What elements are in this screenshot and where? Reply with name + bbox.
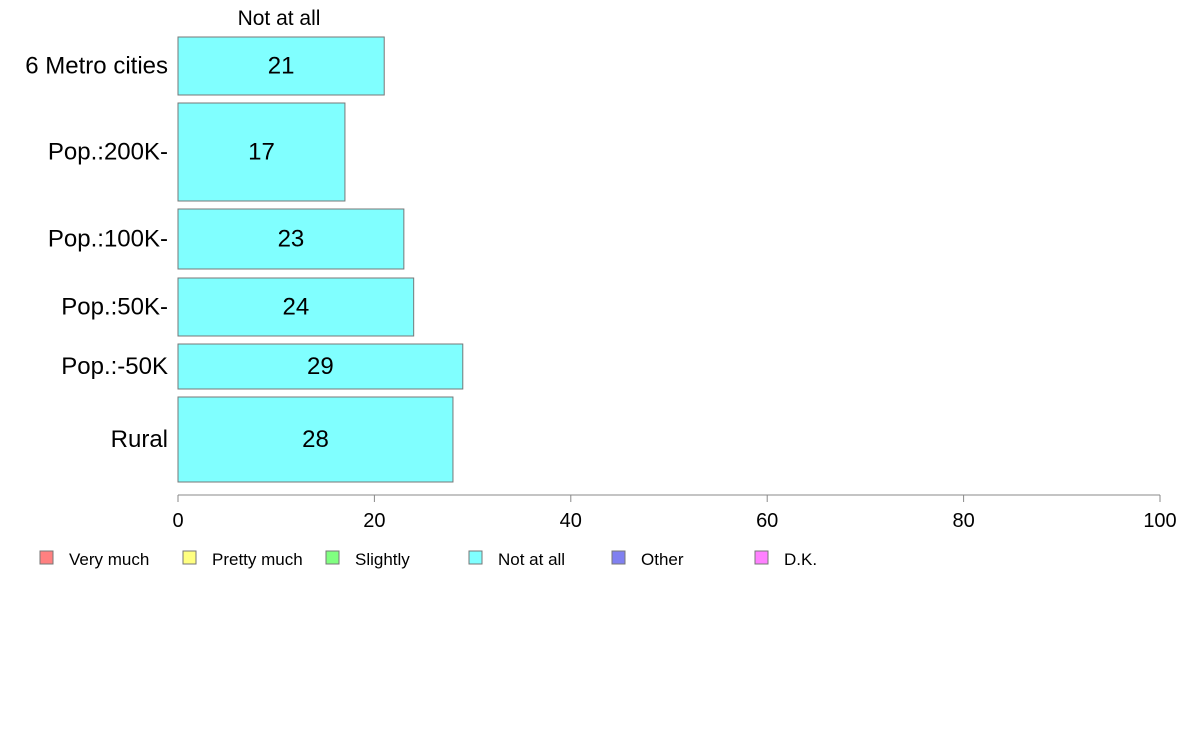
x-tick-label: 60 [756, 510, 778, 532]
legend-swatch [39, 550, 54, 565]
legend-swatch [182, 550, 197, 565]
bar-segment [177, 36, 385, 96]
category-label: Pop.:100K- [48, 226, 168, 253]
x-tick-label: 100 [1143, 510, 1176, 532]
bars-layer: 6 Metro cities 21 Pop.:200K- 17 Pop.:100K- 23… [25, 36, 464, 483]
legend-label: Not at all [498, 550, 565, 569]
series-header-label: Not at all [238, 7, 321, 30]
legend-swatch [611, 550, 626, 565]
legend-label: D.K. [784, 550, 817, 569]
bar-segment [177, 277, 415, 337]
legend-label: Pretty much [212, 550, 303, 569]
category-label: 6 Metro cities [25, 53, 168, 80]
x-tick-label: 80 [952, 510, 974, 532]
data-label: 17 [248, 139, 275, 166]
bar-segment [177, 396, 454, 483]
data-label: 23 [278, 226, 305, 253]
data-label: 21 [268, 53, 295, 80]
category-label: Rural [111, 426, 168, 453]
category-label: Pop.:50K- [61, 294, 168, 321]
bar-segment [177, 343, 464, 390]
category-label: Pop.:200K- [48, 139, 168, 166]
legend-swatch [325, 550, 340, 565]
bar-segment [177, 102, 346, 202]
x-axis: 0 20 40 60 80 100 [172, 494, 1177, 532]
x-tick-label: 0 [172, 510, 183, 532]
legend: Very much Pretty much Slightly Not at all Ot… [39, 550, 817, 569]
legend-label: Other [641, 550, 684, 569]
data-label: 24 [282, 294, 309, 321]
legend-label: Very much [69, 550, 149, 569]
legend-swatch [468, 550, 483, 565]
legend-swatch [754, 550, 769, 565]
legend-label: Slightly [355, 550, 410, 569]
category-label: Pop.:-50K [61, 353, 168, 380]
data-label: 29 [307, 353, 334, 380]
x-tick-label: 20 [363, 510, 385, 532]
bar-segment [177, 208, 405, 270]
x-tick-label: 40 [560, 510, 582, 532]
data-label: 28 [302, 426, 329, 453]
